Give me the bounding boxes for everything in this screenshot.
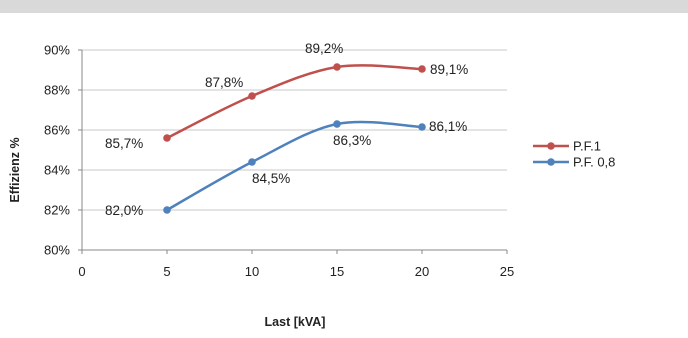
data-point — [333, 63, 341, 71]
y-tick-label: 86% — [44, 123, 70, 138]
data-point — [418, 123, 426, 131]
y-tick-label: 80% — [44, 243, 70, 258]
data-label: 84,5% — [252, 171, 290, 186]
x-tick-labels: 0 5 10 15 20 25 — [78, 264, 514, 279]
data-label: 86,3% — [333, 133, 371, 148]
data-label: 89,1% — [430, 62, 468, 77]
legend-marker — [547, 142, 555, 150]
x-tick-label: 10 — [245, 264, 259, 279]
legend-label: P.F.1 — [573, 139, 601, 154]
axes — [78, 49, 508, 254]
x-tick-label: 0 — [78, 264, 85, 279]
data-point — [333, 120, 341, 128]
legend: P.F.1P.F. 0,8 — [533, 139, 615, 170]
legend-label: P.F. 0,8 — [573, 155, 615, 170]
data-point — [248, 158, 256, 166]
data-label: 86,1% — [429, 119, 467, 134]
x-tick-label: 20 — [415, 264, 429, 279]
x-tick-label: 15 — [330, 264, 344, 279]
series-lines — [163, 63, 426, 214]
series-line — [166, 64, 423, 140]
data-label: 85,7% — [105, 136, 143, 151]
x-tick-label: 5 — [163, 264, 170, 279]
series-line — [166, 120, 423, 212]
y-tick-label: 82% — [44, 203, 70, 218]
gridlines — [82, 49, 507, 211]
y-tick-label: 88% — [44, 83, 70, 98]
data-label: 89,2% — [305, 41, 343, 56]
data-point — [163, 206, 171, 214]
x-axis-title: Last [kVA] — [265, 315, 326, 329]
y-axis-title: Effizienz % — [8, 137, 22, 202]
data-label: 87,8% — [205, 75, 243, 90]
data-point — [163, 134, 171, 142]
data-labels: 85,7% 87,8% 89,2% 89,1% 82,0% 84,5% 86,3% 86,1% — [105, 41, 468, 218]
y-tick-label: 84% — [44, 163, 70, 178]
data-point — [248, 92, 256, 100]
x-tick-label: 25 — [500, 264, 514, 279]
y-tick-labels: 80% 82% 84% 86% 88% 90% — [44, 43, 70, 258]
legend-marker — [547, 158, 555, 166]
y-tick-label: 90% — [44, 43, 70, 58]
data-point — [418, 65, 426, 73]
window-top-bar — [0, 0, 688, 13]
data-label: 82,0% — [105, 203, 143, 218]
